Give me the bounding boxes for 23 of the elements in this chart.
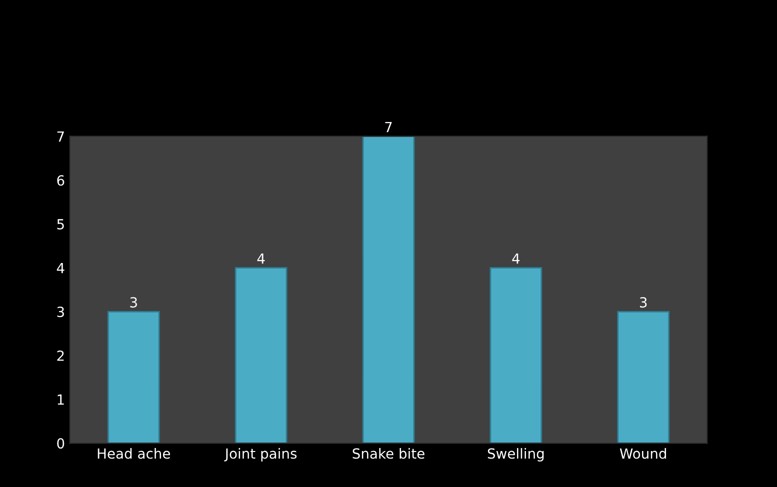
x-tick-label: Joint pains [224,448,297,462]
y-tick-label: 5 [57,219,64,230]
x-tick-label: Wound [620,448,666,459]
data-label: 3 [130,297,137,308]
data-label: 4 [257,253,265,264]
x-tick-label: Snake bite [352,448,424,459]
y-tick-label: 7 [57,132,64,142]
y-tick-label: 0 [57,438,64,449]
x-tick-label: Swelling [488,448,544,462]
data-label: 7 [385,122,392,132]
bar [617,310,670,444]
bar [362,136,415,444]
bar [490,267,542,444]
y-tick-label: 1 [58,394,64,405]
y-tick-label: 4 [56,263,64,274]
bar [107,310,160,444]
y-tick-label: 6 [57,175,64,186]
bar [234,267,288,444]
y-tick-label: 3 [57,306,64,318]
data-label: 3 [640,297,647,308]
y-tick-label: 2 [57,350,64,361]
data-label: 4 [512,253,520,264]
x-tick-label: Head ache [98,448,170,459]
